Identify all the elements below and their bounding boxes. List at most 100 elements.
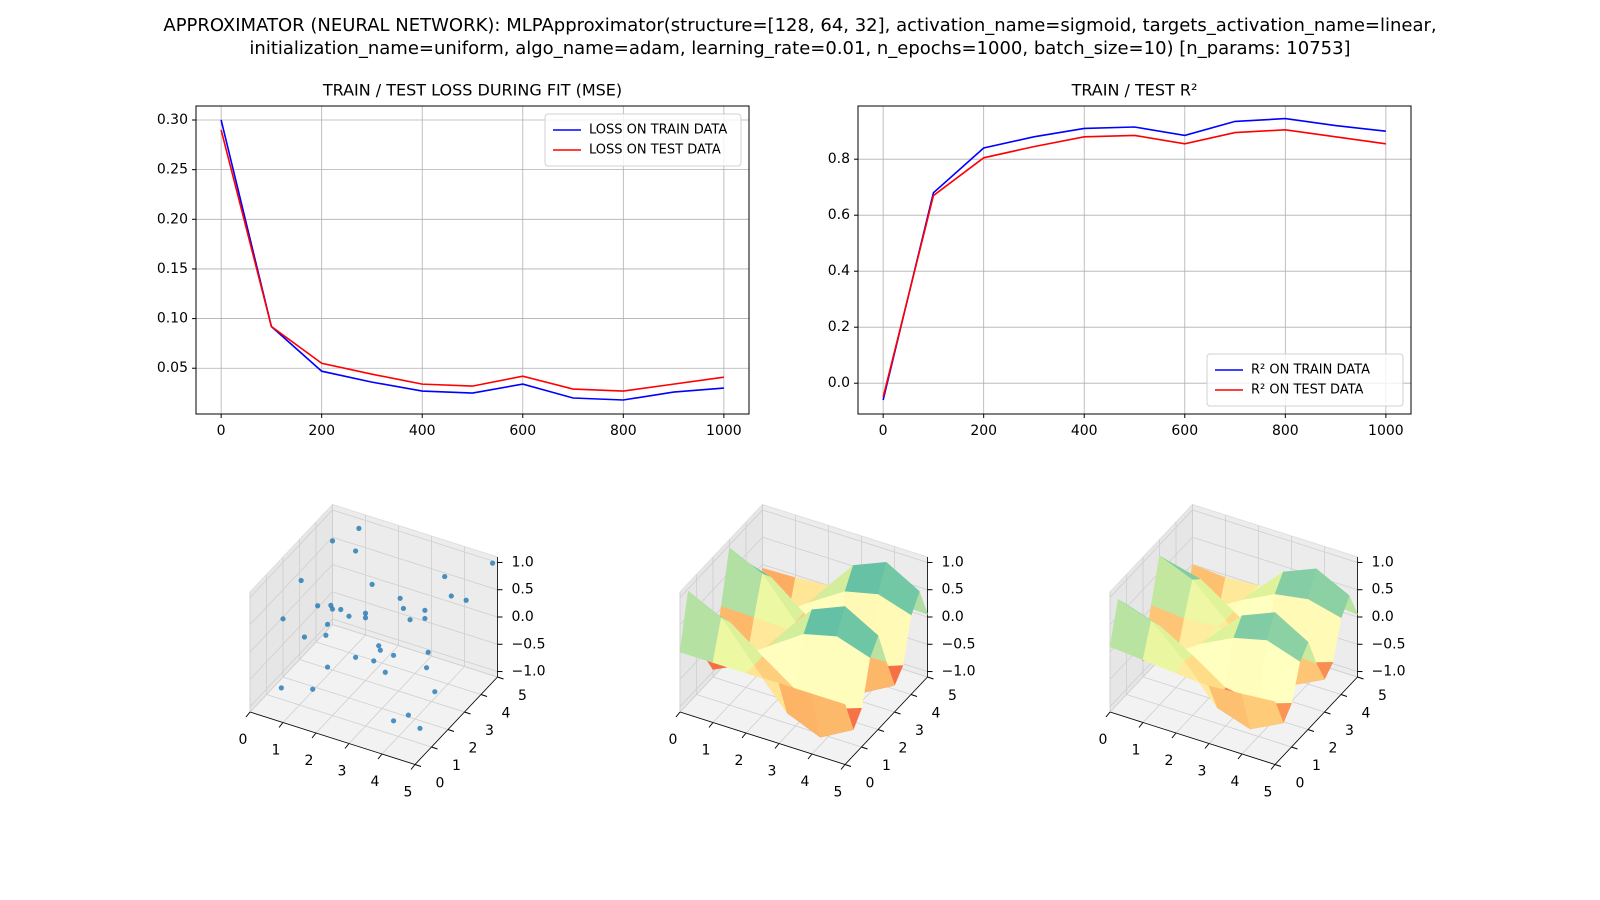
tick-mark [894,711,901,715]
grid-line [332,624,498,678]
tick-mark [1307,729,1315,732]
x-tick-label: 3 [768,764,777,780]
legend-label: LOSS ON TEST DATA [589,143,721,158]
z-tick-label: −0.5 [512,636,546,652]
y-tick-label: 1 [452,758,461,774]
scatter-point [390,652,397,658]
y-tick-label: 0.05 [157,360,188,376]
tick-mark [1340,694,1348,697]
x-tick-label: 0 [239,732,248,748]
y-tick-label: 0.2 [828,319,850,335]
y-tick-label: 5 [518,688,527,704]
scatter-point [390,718,397,724]
tick-mark [877,729,885,732]
y-tick-label: 0.4 [828,263,850,279]
scatter-point [298,577,304,584]
scatter-point [362,615,369,621]
x-tick-label: 1 [1132,743,1141,759]
axis-line [1109,711,1276,765]
tick-mark [414,764,422,767]
y-tick-label: 1 [1312,758,1321,774]
y-tick-label: 4 [502,706,511,722]
z-tick-label: 0.0 [1372,609,1394,625]
scatter-point [338,606,344,613]
x-tick-label: 5 [1264,785,1273,801]
z-tick-label: 0.5 [942,582,964,598]
x-tick-label: 1000 [1368,423,1404,439]
y-tick-label: 0.10 [157,311,188,327]
axis-line [1274,676,1358,765]
tick-mark [1324,711,1331,715]
tick-mark [447,729,455,732]
tick-mark [311,732,317,739]
x-tick-label: 5 [404,785,413,801]
grid-line [1192,509,1358,563]
tick-mark [1105,711,1111,718]
z-tick-label: 0.0 [512,609,534,625]
x-tick-label: 3 [1198,764,1207,780]
tick-mark [741,732,747,739]
grid-line [249,536,333,626]
z-tick-label: −0.5 [942,636,976,652]
x-tick-label: 0 [1099,732,1108,748]
grid-line [348,655,432,744]
tick-mark [480,694,488,697]
scatter-point [422,615,428,622]
y-tick-label: 5 [948,688,957,704]
y-tick-label: 0.20 [157,211,188,227]
axis-line [679,711,846,765]
tick-mark [1204,743,1210,749]
tick-mark [1237,753,1243,760]
grid-line [1126,694,1292,748]
scatter-point [301,634,308,640]
tick-mark [1274,764,1282,767]
x-tick-label: 800 [610,423,637,439]
surface-patch [1241,693,1284,730]
scatter-point [356,525,362,531]
scatter-point [425,649,431,655]
grid-line [282,634,366,723]
z-tick-label: 0.0 [942,609,964,625]
scatter-point [278,685,284,691]
x-tick-label: 400 [1071,423,1098,439]
x-tick-label: 4 [801,774,810,790]
scatter-point [329,538,336,544]
grid-line [266,694,432,748]
y-tick-label: 0.15 [157,261,188,277]
x-tick-label: 4 [371,774,380,790]
x-tick-label: 0 [217,423,226,439]
grid-line [249,564,333,653]
x-tick-label: 200 [970,423,997,439]
tick-mark [245,711,251,718]
x-tick-label: 3 [338,764,347,780]
figure-title: initialization_name=uniform, algo_name=a… [249,38,1350,59]
x-tick-label: 2 [1165,753,1174,769]
y-tick-label: 4 [1362,706,1371,722]
grid-line [332,509,498,563]
tick-mark [497,676,504,680]
x-tick-label: 600 [1171,423,1198,439]
x-tick-label: 1 [272,743,281,759]
scatter-point [315,603,321,609]
legend-label: R² ON TRAIN DATA [1251,363,1370,378]
scatter-point [382,669,388,675]
scatter-point [369,581,375,587]
grid-line [679,509,763,598]
x-tick-label: 800 [1272,423,1299,439]
tick-mark [861,746,868,750]
axes-frame [857,105,1412,415]
chart-title: TRAIN / TEST LOSS DURING FIT (MSE) [322,81,622,100]
grid-line [249,624,333,713]
y-tick-label: 0.0 [828,375,850,391]
x-tick-label: 0 [879,423,888,439]
y-tick-label: 0 [436,776,445,792]
scatter-point [448,593,454,599]
tick-mark [1357,676,1364,680]
tick-mark [927,676,934,680]
y-tick-label: 3 [485,723,494,739]
x-tick-label: 400 [409,423,436,439]
legend-box [1206,353,1404,407]
x-tick-label: 4 [1231,774,1240,790]
